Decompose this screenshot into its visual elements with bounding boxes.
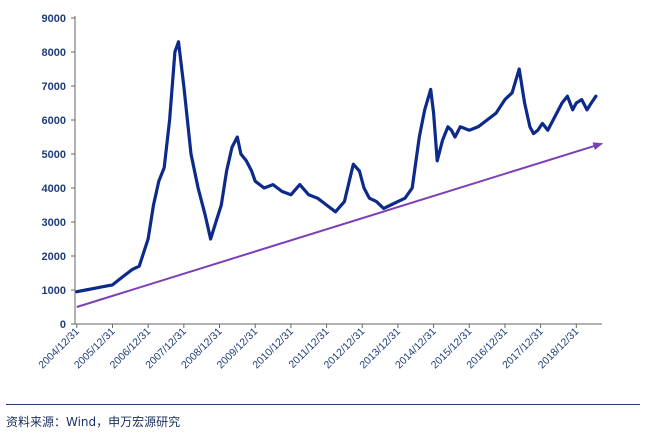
- y-axis: 0 1000 2000 3000 4000 5000 6000 7000 8000 9000: [42, 13, 76, 331]
- y-tick-label: 8000: [42, 47, 66, 59]
- series-line-0: [75, 40, 598, 294]
- series-layer: [75, 40, 598, 294]
- trend-arrow-0: [76, 142, 604, 308]
- y-tick-label: 7000: [42, 81, 66, 93]
- source-note: 资料来源：Wind，申万宏源研究: [6, 415, 181, 429]
- y-tick-label: 0: [60, 319, 66, 331]
- y-tick-label: 1000: [42, 285, 66, 297]
- y-tick-label: 5000: [42, 149, 66, 161]
- source-divider: [6, 404, 640, 405]
- price-index-line-chart: 0 1000 2000 3000 4000 5000 6000 7000 8000 9000 20…: [36, 13, 604, 371]
- annotation-layer: [76, 142, 604, 308]
- y-tick-label: 4000: [42, 183, 66, 195]
- y-tick-label: 2000: [42, 251, 66, 263]
- x-axis: 2004/12/312005/12/312006/12/312007/12/31…: [36, 323, 602, 371]
- y-tick-label: 6000: [42, 115, 66, 127]
- y-tick-label: 9000: [42, 13, 66, 25]
- y-tick-label: 3000: [42, 217, 66, 229]
